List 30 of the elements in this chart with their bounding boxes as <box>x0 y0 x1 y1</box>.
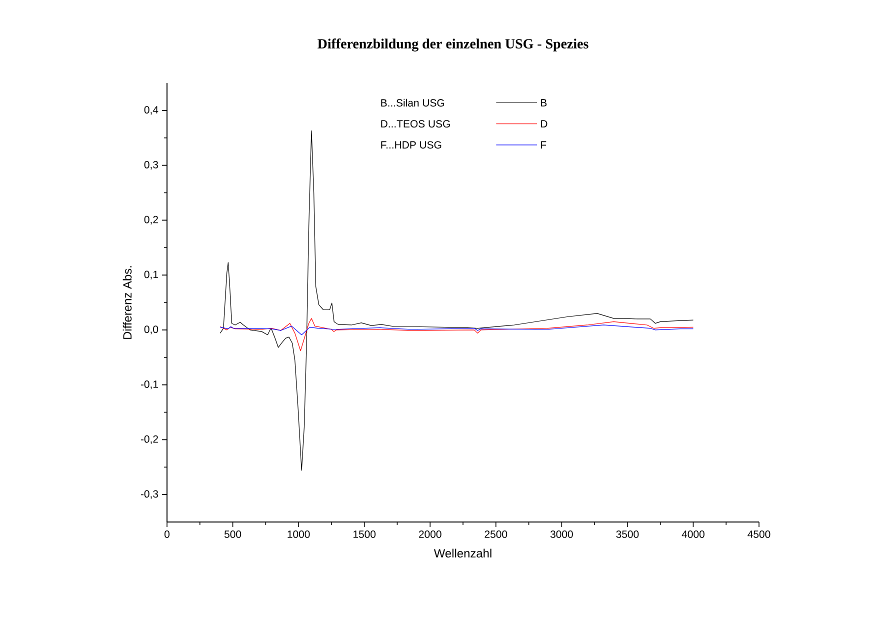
x-tick-label: 2500 <box>484 530 508 538</box>
y-tick-label: 0,0 <box>144 326 158 334</box>
chart-title: Differenzbildung der einzelnen USG - Spezies <box>318 38 588 52</box>
annotation: F...HDP USG <box>381 141 442 149</box>
x-tick-label: 3000 <box>550 530 573 538</box>
x-tick-label: 1000 <box>288 530 310 538</box>
line-series <box>220 318 694 352</box>
y-axis-title: Differenz Abs. <box>122 266 132 339</box>
x-tick-label: 4000 <box>682 530 704 538</box>
x-tick-label: 500 <box>224 530 242 538</box>
y-tick-label: -0,2 <box>140 435 158 444</box>
line-series <box>220 324 694 336</box>
x-axis-title: Wellenzahl <box>434 548 492 558</box>
legend-label: B <box>541 99 547 106</box>
legend-label: D <box>541 120 548 128</box>
y-tick-label: 0,3 <box>144 160 158 170</box>
y-tick-label: 0,4 <box>144 106 158 115</box>
y-tick-label: -0,1 <box>140 380 158 390</box>
x-tick-label: 3500 <box>616 530 639 538</box>
y-tick-label: 0,1 <box>144 270 158 280</box>
annotation: B...Silan USG <box>381 98 444 107</box>
x-tick-label: 1500 <box>354 530 376 538</box>
x-tick-label: 0 <box>164 530 170 538</box>
y-tick-label: -0,3 <box>140 490 158 499</box>
x-tick-label: 4500 <box>748 530 770 538</box>
annotation: D...TEOS USG <box>381 120 450 128</box>
line-series <box>220 130 694 471</box>
legend-label: F <box>541 141 546 148</box>
y-tick-label: 0,2 <box>144 216 158 225</box>
x-tick-label: 2000 <box>419 530 442 538</box>
